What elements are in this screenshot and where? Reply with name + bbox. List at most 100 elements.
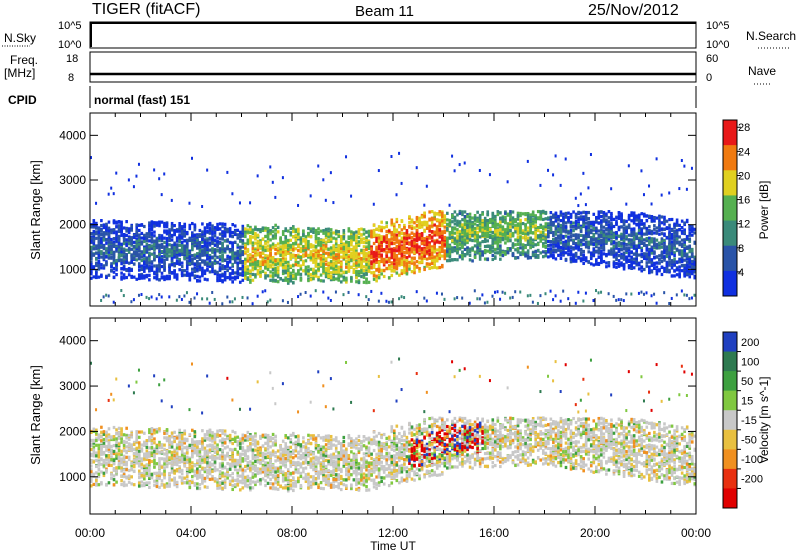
power-cell (511, 210, 515, 214)
power-cell (153, 234, 156, 238)
power-cell (579, 217, 583, 221)
power-cell (163, 247, 166, 252)
power-cell (135, 226, 139, 230)
power-cell (516, 229, 520, 233)
power-cell (577, 222, 580, 227)
power-cell (183, 250, 187, 254)
power-cell (408, 225, 411, 229)
power-cell (175, 245, 179, 249)
power-cell (547, 168, 550, 172)
power-cell (468, 301, 471, 305)
power-cell (509, 247, 512, 251)
power-cell (127, 230, 131, 235)
power-cell (100, 273, 103, 277)
power-cell (509, 218, 512, 222)
power-cell (148, 253, 151, 257)
power-cell (433, 244, 436, 248)
power-cell (387, 264, 391, 268)
power-cell (420, 255, 424, 259)
power-cell (334, 242, 338, 246)
power-cell (377, 269, 381, 274)
power-cell (377, 299, 380, 303)
power-cell (582, 299, 585, 303)
power-cell (115, 230, 118, 234)
power-cell (413, 250, 416, 254)
power-cell (185, 242, 189, 246)
power-cell (201, 297, 204, 301)
power-cell (539, 214, 543, 218)
power-cell (347, 255, 351, 259)
power-cell (198, 257, 202, 261)
power-cell (456, 247, 459, 252)
power-cell (403, 270, 406, 275)
power-cell (357, 243, 361, 247)
power-cell (488, 247, 492, 251)
power-cell (425, 242, 429, 247)
power-cell (150, 260, 154, 264)
power-cell (423, 203, 426, 207)
power-cell (365, 281, 368, 285)
power-cell (160, 234, 164, 238)
power-cell (547, 239, 550, 244)
power-cell (461, 243, 464, 247)
power-cell (332, 236, 335, 240)
power-cell (425, 240, 429, 244)
power-cell (206, 297, 209, 301)
power-cell (395, 258, 399, 262)
power-cell (163, 265, 166, 269)
power-cell (463, 229, 467, 233)
power-cell (398, 297, 401, 301)
power-cell (370, 254, 373, 259)
power-cell (297, 253, 300, 257)
power-cell (544, 228, 548, 232)
power-cell (269, 278, 272, 282)
power-cell (410, 256, 414, 260)
power-cell (569, 228, 573, 232)
power-cell (231, 268, 234, 273)
power-cell (456, 231, 459, 235)
power-cell (153, 248, 156, 252)
power-cell (579, 229, 583, 233)
power-cell (385, 260, 389, 264)
power-cell (473, 289, 476, 293)
power-cell (309, 250, 313, 254)
power-cell (557, 224, 560, 228)
power-cell (516, 223, 520, 227)
power-cell (143, 269, 146, 273)
power-cell (337, 259, 341, 263)
power-cell (582, 215, 585, 219)
power-cell (395, 229, 399, 234)
power-cell (163, 230, 166, 234)
nsky-tick-bottom: 10^0 (58, 39, 82, 51)
power-cell (554, 232, 558, 236)
power-cell (453, 297, 456, 301)
power-cell (339, 268, 343, 272)
power-cell (496, 232, 500, 237)
power-cell (196, 274, 199, 279)
power-cell (541, 230, 545, 235)
power-cell (153, 254, 156, 258)
power-cell (562, 244, 565, 249)
power-cell (281, 250, 285, 254)
power-cell (137, 268, 141, 272)
power-cell (132, 233, 136, 238)
power-cell (420, 225, 424, 229)
power-cell (117, 241, 121, 246)
power-cell (574, 224, 578, 228)
power-cell (135, 223, 139, 227)
power-cell (577, 245, 580, 250)
power-cell (357, 279, 361, 283)
power-cell (201, 233, 204, 237)
power-cell (178, 243, 181, 247)
power-cell (228, 227, 232, 231)
power-cell (405, 272, 409, 276)
power-cell (213, 253, 217, 257)
power-cell (304, 235, 308, 239)
power-cell (95, 263, 98, 268)
power-cell (143, 253, 146, 258)
power-cell (582, 171, 585, 175)
power-cell (486, 239, 490, 243)
power-cell (511, 295, 514, 299)
power-cell (446, 249, 449, 253)
power-cell (420, 213, 424, 218)
